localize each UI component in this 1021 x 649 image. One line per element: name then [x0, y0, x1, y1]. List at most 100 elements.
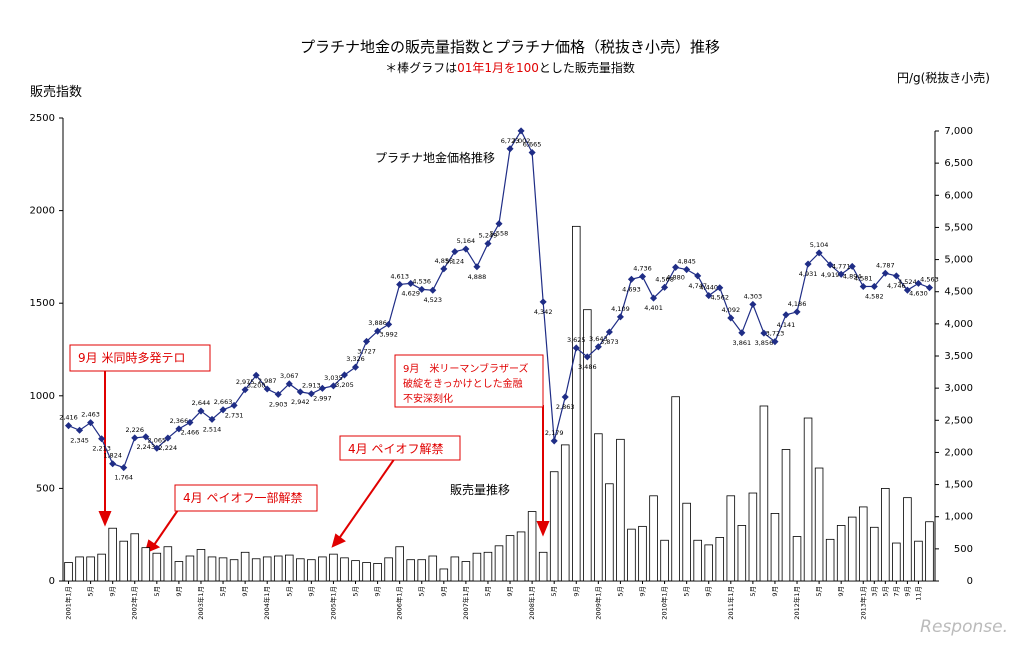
price-point [583, 353, 591, 361]
bar [638, 525, 647, 582]
price-point [605, 328, 613, 336]
value-label: 3,856 [755, 339, 774, 347]
annotation-text: 4月 ペイオフ一部解禁 [183, 490, 302, 505]
value-label: 2,903 [269, 400, 288, 408]
price-point [727, 314, 735, 322]
price-point [804, 260, 812, 268]
price-point [683, 266, 691, 274]
price-point [208, 415, 216, 423]
value-label: 4,092 [721, 306, 740, 314]
price-point [252, 371, 260, 379]
price-point [418, 285, 426, 293]
bar [825, 538, 835, 582]
bar [594, 433, 603, 582]
bar [119, 540, 128, 582]
arrow-head [331, 533, 346, 548]
bar [925, 521, 934, 582]
x-tick-label: 2003年1月 [196, 586, 205, 620]
bar [218, 557, 228, 582]
bar [527, 511, 537, 582]
y-tick-label: 0 [49, 576, 55, 587]
price-point [120, 464, 128, 472]
value-label: 2,179 [545, 429, 564, 437]
y2-tick-label: 1,000 [944, 512, 973, 523]
bar [340, 557, 349, 582]
value-label: 3,625 [567, 336, 586, 344]
value-label: 6,723 [501, 137, 520, 145]
value-label: 4,109 [611, 305, 630, 313]
bar [870, 526, 879, 582]
value-label: 7,002 [512, 137, 531, 145]
y2-tick-label: 3,500 [944, 351, 973, 362]
price-point [76, 426, 84, 434]
value-label: 4,736 [633, 265, 652, 273]
y2-tick-label: 3,000 [944, 383, 973, 394]
price-point [925, 284, 934, 292]
price-point [859, 282, 867, 291]
price-point [87, 419, 95, 427]
price-point [263, 385, 271, 393]
value-label: 4,845 [677, 258, 696, 266]
bar [130, 533, 140, 582]
bar [472, 552, 482, 582]
bar [494, 545, 504, 582]
bar [406, 559, 415, 582]
subtitle-part: 01年1月を100 [457, 61, 539, 75]
value-label: 3,643 [589, 335, 608, 343]
price-point [528, 149, 536, 157]
subtitle-part: ＊棒グラフは [385, 61, 457, 75]
price-point [429, 286, 437, 294]
arrow-head [536, 521, 550, 537]
price-point [142, 433, 150, 441]
price-point [694, 272, 702, 280]
bar [152, 552, 162, 582]
bar [549, 471, 559, 582]
bar [538, 551, 548, 582]
x-tick-label: 9月 [374, 586, 382, 597]
value-label: 4,931 [799, 270, 818, 278]
bar [715, 537, 725, 582]
chart-subtitle: ＊棒グラフは01年1月を100とした販売量指数 [385, 60, 635, 75]
price-point [782, 311, 790, 319]
value-label: 4,568 [655, 275, 674, 283]
value-label: 5,104 [810, 241, 829, 249]
value-label: 3,861 [733, 339, 752, 347]
value-label: 1,824 [103, 452, 122, 460]
price-point [153, 444, 161, 452]
bar [97, 553, 106, 582]
price-point [738, 329, 746, 337]
y2-tick-label: 1,500 [944, 480, 973, 491]
chart-title: プラチナ地金の販売量指数とプラチナ価格（税抜き小売）推移 [300, 38, 720, 56]
price-point [716, 284, 724, 292]
price-point [793, 308, 801, 316]
x-tick-label: 2001年1月 [64, 586, 73, 620]
value-label: 4,186 [788, 300, 807, 308]
value-label: 3,486 [578, 363, 597, 371]
y2-tick-label: 4,000 [944, 319, 973, 330]
value-label: 5,124 [446, 258, 465, 266]
price-point [64, 422, 73, 430]
value-label: 3,326 [346, 355, 365, 363]
x-tick-label: 5月 [749, 586, 757, 597]
value-label: 4,582 [865, 292, 884, 300]
x-tick-label: 9月 [771, 586, 779, 597]
price-point [837, 270, 845, 278]
bar [516, 531, 526, 582]
price-point [760, 329, 768, 337]
price-point [539, 298, 547, 306]
price-point [649, 294, 658, 302]
x-tick-label: 5月 [683, 586, 691, 597]
bar [914, 540, 923, 582]
price-point [672, 263, 680, 271]
value-label: 3,200 [247, 381, 266, 389]
price-point [374, 327, 382, 335]
value-label: 4,440 [699, 284, 718, 292]
bar [439, 568, 449, 582]
price-point [892, 272, 900, 280]
price-point [914, 279, 922, 287]
bar [693, 539, 702, 582]
price-point [881, 269, 889, 277]
price-point [815, 249, 823, 257]
price-point [517, 127, 525, 135]
value-label: 2,514 [203, 425, 222, 433]
